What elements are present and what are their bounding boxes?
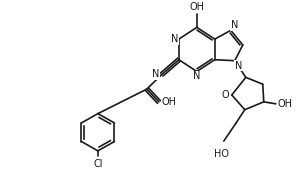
Text: Cl: Cl bbox=[93, 159, 103, 169]
Text: OH: OH bbox=[189, 2, 204, 12]
Text: N: N bbox=[171, 34, 179, 44]
Text: N: N bbox=[152, 69, 160, 79]
Text: N: N bbox=[193, 71, 200, 81]
Text: N: N bbox=[235, 61, 242, 71]
Text: N: N bbox=[231, 20, 238, 30]
Text: HO: HO bbox=[214, 149, 229, 159]
Text: O: O bbox=[221, 90, 229, 100]
Text: OH: OH bbox=[278, 99, 293, 109]
Text: OH: OH bbox=[162, 97, 177, 107]
